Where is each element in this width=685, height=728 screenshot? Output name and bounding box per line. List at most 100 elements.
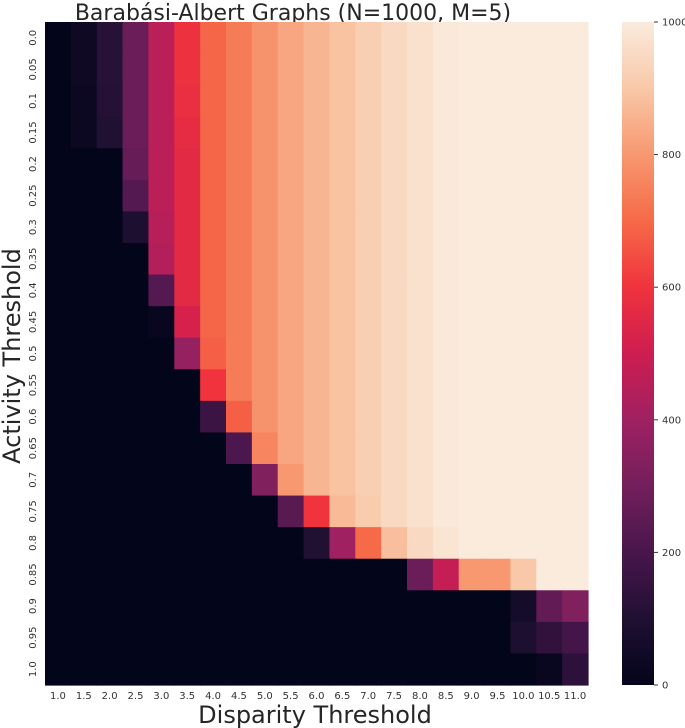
heatmap-cell [510, 464, 537, 497]
x-tick-label: 10.0 [512, 691, 534, 702]
heatmap-cell [226, 85, 253, 118]
heatmap-cell [355, 590, 382, 623]
heatmap-cell [226, 432, 253, 465]
heatmap-cell [458, 464, 486, 497]
heatmap-cell [536, 116, 563, 149]
heatmap-cell [277, 179, 305, 213]
heatmap-cell [355, 369, 382, 402]
x-tick-label: 2.0 [102, 691, 118, 702]
heatmap-cell [303, 243, 331, 276]
heatmap-cell [562, 306, 589, 339]
heatmap-cell [277, 306, 305, 339]
heatmap-cell [484, 464, 512, 497]
heatmap-cell [122, 116, 150, 149]
heatmap-cell [174, 558, 201, 591]
heatmap-cell [70, 558, 98, 591]
heatmap-cell [510, 527, 537, 560]
y-tick-label: 0.15 [28, 121, 39, 143]
heatmap-cell [96, 148, 124, 181]
heatmap-cell [355, 274, 382, 307]
heatmap-cell [226, 337, 253, 370]
heatmap-cell [562, 85, 589, 118]
y-axis-label: Activity Threshold [0, 248, 26, 464]
heatmap-cell [200, 400, 227, 434]
heatmap-cell [458, 653, 486, 686]
y-tick-label: 1.0 [28, 661, 39, 677]
heatmap-cell [96, 116, 124, 149]
heatmap-cell [122, 400, 150, 434]
heatmap-cell [122, 243, 150, 276]
heatmap-cell [355, 148, 382, 181]
heatmap-cell [407, 558, 434, 591]
heatmap-cell [45, 527, 72, 560]
heatmap-cell [355, 53, 382, 86]
heatmap-cell [122, 464, 150, 497]
heatmap-cell [45, 148, 72, 181]
heatmap-cell [432, 558, 460, 591]
heatmap-cell [562, 179, 589, 213]
heatmap-cell [148, 621, 175, 655]
heatmap-cell [303, 464, 331, 497]
y-tick-label: 0.5 [28, 346, 39, 362]
y-tick-label: 0.7 [28, 472, 39, 488]
heatmap-cell [96, 653, 124, 686]
heatmap-cell [355, 653, 382, 686]
heatmap-cell [329, 211, 356, 244]
heatmap-cell [484, 53, 512, 86]
heatmap-cell [96, 337, 124, 370]
heatmap-cell [277, 274, 305, 307]
heatmap-cell [329, 116, 356, 149]
heatmap-cell [277, 527, 305, 560]
heatmap-cell [200, 148, 227, 181]
heatmap-cell [226, 116, 253, 149]
heatmap-cell [562, 211, 589, 244]
heatmap-cell [200, 558, 227, 591]
heatmap-cell [70, 116, 98, 149]
heatmap-cell [536, 179, 563, 213]
heatmap-cell [70, 53, 98, 86]
heatmap-cell [381, 621, 408, 655]
heatmap-cell [122, 148, 150, 181]
heatmap-cell [251, 464, 279, 497]
heatmap-cell [45, 337, 72, 370]
x-tick-label: 9.0 [464, 691, 480, 702]
heatmap-cell [174, 400, 201, 434]
heatmap-cell [407, 211, 434, 244]
heatmap-cell [407, 621, 434, 655]
heatmap-cell [70, 432, 98, 465]
heatmap-cell [432, 495, 460, 528]
heatmap-cell [148, 464, 175, 497]
heatmap-cell [226, 558, 253, 591]
heatmap-cell [96, 621, 124, 655]
heatmap-cell [96, 495, 124, 528]
heatmap-cell [355, 116, 382, 149]
heatmap-cell [174, 495, 201, 528]
colorbar-tick-label: 600 [662, 283, 681, 294]
heatmap-cell [432, 116, 460, 149]
heatmap-cell [381, 116, 408, 149]
heatmap-cell [562, 148, 589, 181]
heatmap-cell [381, 85, 408, 118]
heatmap-cells [45, 22, 589, 686]
heatmap-cell [303, 653, 331, 686]
heatmap-cell [251, 558, 279, 591]
heatmap-cell [536, 400, 563, 434]
heatmap-cell [458, 558, 486, 591]
colorbar-tick-label: 0 [662, 681, 668, 692]
heatmap-cell [200, 306, 227, 339]
heatmap-cell [174, 590, 201, 623]
heatmap-cell [355, 337, 382, 370]
y-tick-label: 0.05 [28, 58, 39, 80]
heatmap-cell [303, 179, 331, 213]
heatmap-cell [407, 148, 434, 181]
heatmap-cell [381, 306, 408, 339]
heatmap-cell [536, 495, 563, 528]
heatmap-cell [510, 621, 537, 655]
heatmap-cell [45, 22, 72, 55]
heatmap-cell [510, 653, 537, 686]
heatmap-cell [329, 369, 356, 402]
heatmap-cell [277, 85, 305, 118]
heatmap-cell [458, 621, 486, 655]
heatmap-cell [200, 85, 227, 118]
heatmap-cell [329, 400, 356, 434]
